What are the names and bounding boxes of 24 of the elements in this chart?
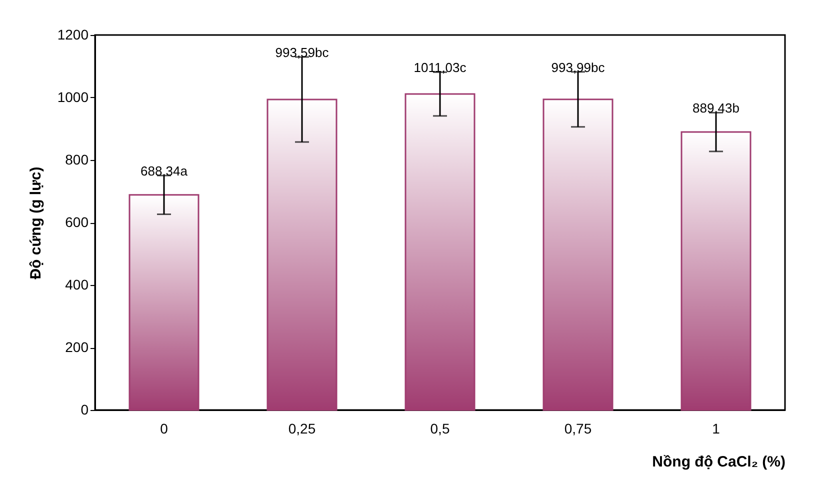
y-tick-label: 200 bbox=[65, 339, 89, 355]
bar bbox=[266, 98, 338, 411]
y-tick-label: 1000 bbox=[57, 89, 89, 105]
x-tick-label: 1 bbox=[712, 420, 720, 436]
bar bbox=[128, 194, 200, 411]
x-tick-label: 0,25 bbox=[288, 420, 316, 436]
data-label: 993,99bc bbox=[551, 60, 606, 75]
data-label: 889,43b bbox=[692, 100, 740, 116]
x-axis-title: Nồng độ CaCl₂ (%) bbox=[652, 454, 786, 470]
bar bbox=[404, 93, 476, 411]
x-tick-label: 0,75 bbox=[564, 420, 592, 436]
y-tick-label: 400 bbox=[65, 276, 89, 292]
y-tick-label: 1200 bbox=[57, 26, 89, 42]
x-tick-label: 0 bbox=[160, 420, 168, 436]
y-axis-title: Độ cứng (g lực) bbox=[27, 166, 44, 280]
bar bbox=[680, 131, 752, 411]
data-label: 1011,03c bbox=[414, 60, 467, 76]
data-label: 688,34a bbox=[140, 164, 188, 179]
y-tick-label: 600 bbox=[65, 214, 89, 230]
bar bbox=[542, 98, 614, 411]
y-tick-label: 0 bbox=[80, 402, 89, 418]
data-label: 993,59bc bbox=[275, 45, 330, 60]
x-tick-label: 0,5 bbox=[430, 420, 450, 436]
y-tick-label: 800 bbox=[65, 152, 89, 168]
